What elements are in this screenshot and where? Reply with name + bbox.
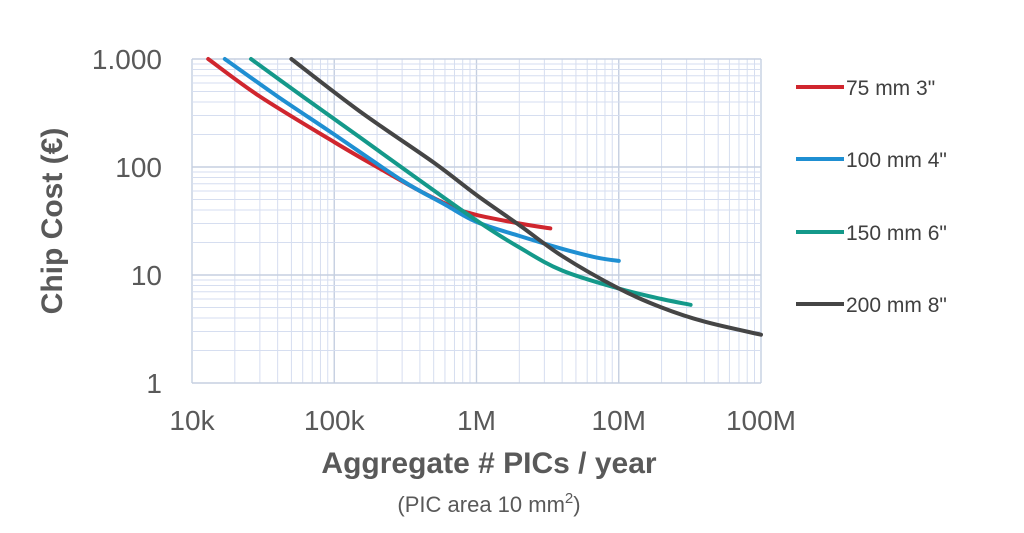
legend: 75 mm 3" 100 mm 4" 150 mm 6" 200 mm 8" — [796, 77, 947, 317]
x-tick-label: 10k — [169, 405, 215, 436]
x-tick-label: 100M — [726, 405, 796, 436]
series-line-3 — [249, 57, 693, 307]
y-axis-title: Chip Cost (€) — [36, 128, 69, 315]
y-tick-label: 100 — [115, 152, 162, 183]
legend-label: 100 mm 4" — [846, 149, 947, 172]
series-line-2 — [222, 57, 621, 263]
legend-label: 200 mm 8" — [846, 294, 947, 317]
series-lines — [206, 57, 763, 337]
x-tick-label: 1M — [457, 405, 496, 436]
x-axis-title: Aggregate # PICs / year — [321, 447, 656, 480]
y-tick-label: 10 — [131, 260, 162, 291]
y-tick-label: 1 — [146, 368, 162, 399]
y-tick-label: 1.000 — [92, 44, 162, 75]
x-tick-label: 10M — [592, 405, 646, 436]
legend-label: 150 mm 6" — [846, 222, 947, 245]
legend-label: 75 mm 3" — [846, 77, 935, 100]
x-axis-subtitle: (PIC area 10 mm2) — [397, 490, 580, 517]
series-line-4 — [289, 57, 763, 337]
x-tick-label: 100k — [304, 405, 366, 436]
x-axis-ticks: 10k 100k 1M 10M 100M — [169, 405, 796, 436]
y-axis-ticks: 1 10 100 1.000 — [92, 44, 162, 399]
